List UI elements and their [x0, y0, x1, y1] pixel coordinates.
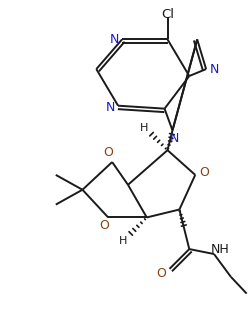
Text: N: N	[109, 33, 118, 46]
Text: Cl: Cl	[160, 8, 173, 21]
Text: H: H	[139, 124, 147, 133]
Text: O: O	[99, 219, 109, 232]
Text: N: N	[105, 101, 115, 114]
Text: H: H	[118, 236, 127, 246]
Text: N: N	[208, 62, 218, 75]
Text: O: O	[156, 267, 166, 280]
Text: NH: NH	[210, 242, 229, 256]
Text: N: N	[169, 132, 178, 145]
Text: O: O	[103, 146, 113, 159]
Text: O: O	[198, 166, 208, 179]
